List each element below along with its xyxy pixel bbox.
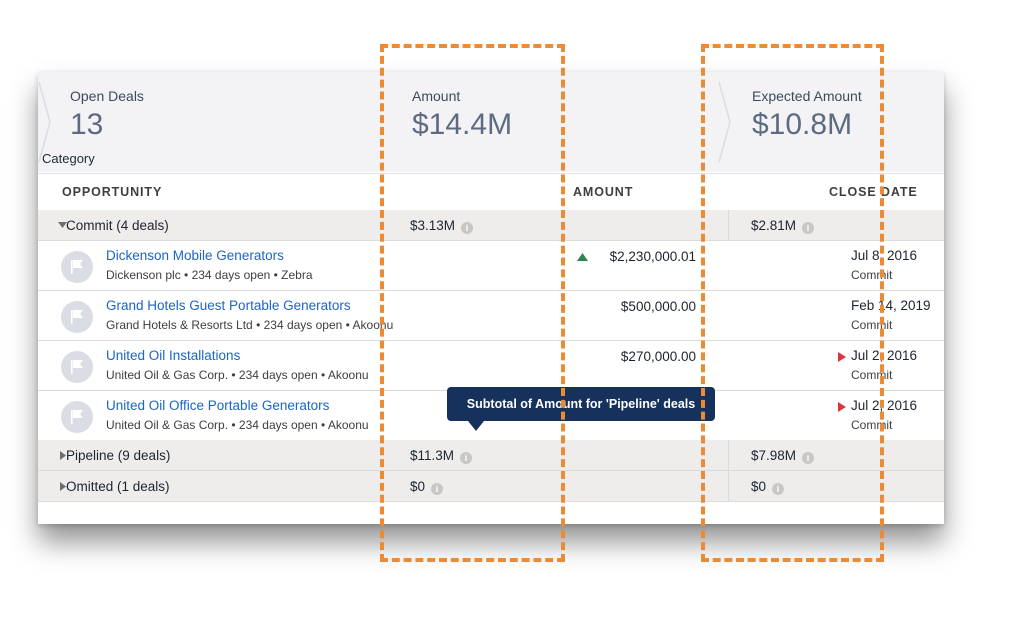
expected-amount-column-highlight xyxy=(701,44,884,562)
opportunity-link[interactable]: United Oil Office Portable Generators xyxy=(106,398,330,413)
subtotal-value: $2.81M xyxy=(751,218,797,233)
info-icon[interactable]: i xyxy=(772,483,785,495)
info-icon[interactable]: i xyxy=(802,452,815,464)
avatar xyxy=(61,401,93,433)
row-close-date: Jul 2, 2016 xyxy=(851,348,918,363)
row-amount: $270,000.00 xyxy=(620,349,696,364)
group-row-omitted[interactable]: Omitted (1 deals) $0 i $0 i xyxy=(38,471,944,502)
kpi-label: Amount xyxy=(412,88,461,104)
opportunity-flag-icon xyxy=(71,410,83,424)
opportunity-link[interactable]: United Oil Installations xyxy=(106,348,241,363)
row-close-date: Feb 14, 2019 xyxy=(851,298,931,313)
group-row-commit[interactable]: Commit (4 deals) $3.13M i $2.81M i xyxy=(38,210,944,241)
avatar xyxy=(61,351,93,383)
avatar xyxy=(61,251,93,283)
subtotal-value: $3.13M xyxy=(410,218,456,233)
opportunity-meta: Dickenson plc • 234 days open • Zebra xyxy=(106,268,313,282)
info-icon[interactable]: i xyxy=(431,483,444,495)
opportunity-meta: Grand Hotels & Resorts Ltd • 234 days op… xyxy=(106,318,394,332)
row-amount: $2,230,000.01 xyxy=(609,249,696,264)
group-amount-subtotal: $11.3M i xyxy=(410,448,473,464)
table-header: OPPORTUNITY AMOUNT CLOSE DATE xyxy=(38,173,944,211)
column-header-amount[interactable]: AMOUNT xyxy=(573,185,634,199)
row-close-date: Jul 2, 2016 xyxy=(851,398,918,413)
group-label: Commit (4 deals) xyxy=(66,218,169,233)
table-row[interactable]: Grand Hotels Guest Portable Generators G… xyxy=(38,291,944,341)
tooltip-arrow xyxy=(468,421,484,431)
kpi-label: Open Deals xyxy=(70,88,144,104)
group-expected-subtotal: $2.81M i xyxy=(751,218,815,234)
overdue-flag-icon xyxy=(838,352,846,362)
group-label: Omitted (1 deals) xyxy=(66,479,170,494)
kpi-expected-amount[interactable]: Expected Amount $10.8M xyxy=(718,72,944,172)
subtotal-value: $0 xyxy=(410,479,426,494)
overdue-flag-icon xyxy=(838,402,846,412)
opportunity-link[interactable]: Grand Hotels Guest Portable Generators xyxy=(106,298,351,313)
column-header-close-date[interactable]: CLOSE DATE xyxy=(829,185,918,199)
chevron-right-icon xyxy=(718,82,731,162)
opportunity-flag-icon xyxy=(71,360,83,374)
kpi-value: $14.4M xyxy=(412,108,513,141)
opportunity-flag-icon xyxy=(71,310,83,324)
column-divider xyxy=(728,210,729,240)
trend-up-icon xyxy=(577,253,588,261)
kpi-amount[interactable]: Amount $14.4M xyxy=(378,72,718,172)
table-row[interactable]: Dickenson Mobile Generators Dickenson pl… xyxy=(38,241,944,291)
group-amount-subtotal: $3.13M i xyxy=(410,218,474,234)
table-row[interactable]: United Oil Installations United Oil & Ga… xyxy=(38,341,944,391)
row-close-date: Jul 8, 2016 xyxy=(851,248,918,263)
group-expected-subtotal: $7.98M i xyxy=(751,448,815,464)
subtotal-tooltip: Subtotal of Amount for 'Pipeline' deals xyxy=(447,387,715,421)
opportunity-flag-icon xyxy=(71,260,83,274)
chevron-right-icon xyxy=(38,82,51,162)
info-icon[interactable]: i xyxy=(461,222,474,234)
caret-down-icon[interactable] xyxy=(58,222,67,228)
opportunity-meta: United Oil & Gas Corp. • 234 days open •… xyxy=(106,418,369,432)
group-amount-subtotal: $0 i xyxy=(410,479,444,495)
opportunity-meta: United Oil & Gas Corp. • 234 days open •… xyxy=(106,368,369,382)
column-header-opportunity[interactable]: OPPORTUNITY xyxy=(62,185,163,199)
kpi-bar: Open Deals 13 Amount $14.4M Expected Amo… xyxy=(38,72,944,172)
info-icon[interactable]: i xyxy=(460,452,473,464)
kpi-open-deals[interactable]: Open Deals 13 xyxy=(38,72,378,172)
opportunity-link[interactable]: Dickenson Mobile Generators xyxy=(106,248,284,263)
subtotal-value: $0 xyxy=(751,479,767,494)
group-expected-subtotal: $0 i xyxy=(751,479,785,495)
subtotal-value: $11.3M xyxy=(410,448,455,463)
row-amount: $500,000.00 xyxy=(620,299,696,314)
group-label: Pipeline (9 deals) xyxy=(66,448,171,463)
kpi-value: 13 xyxy=(70,108,104,141)
kpi-value: $10.8M xyxy=(752,108,853,141)
column-divider xyxy=(728,440,729,502)
category-label: Category xyxy=(42,151,95,166)
caret-right-icon[interactable] xyxy=(60,451,66,460)
kpi-label: Expected Amount xyxy=(752,88,862,104)
caret-right-icon[interactable] xyxy=(60,482,66,491)
group-row-pipeline[interactable]: Pipeline (9 deals) $11.3M i $7.98M i xyxy=(38,440,944,471)
forecast-card: Open Deals 13 Amount $14.4M Expected Amo… xyxy=(38,72,944,524)
avatar xyxy=(61,301,93,333)
amount-column-highlight xyxy=(380,44,565,562)
info-icon[interactable]: i xyxy=(802,222,815,234)
subtotal-value: $7.98M xyxy=(751,448,797,463)
